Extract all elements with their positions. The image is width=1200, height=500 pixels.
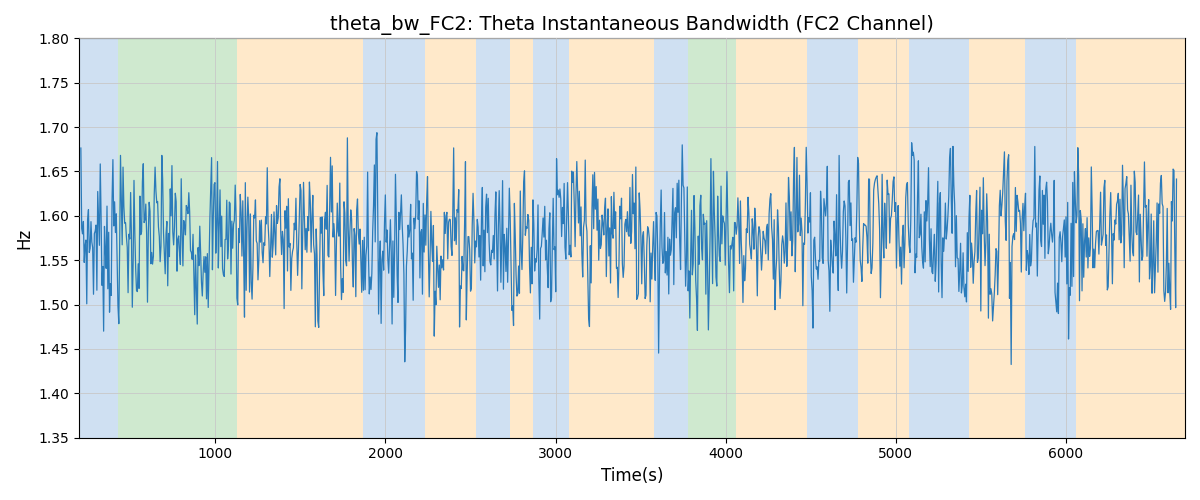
Bar <box>968 38 1025 438</box>
Bar <box>425 38 475 438</box>
Bar <box>689 38 736 438</box>
Bar <box>238 38 364 438</box>
Bar <box>510 38 534 438</box>
Bar <box>1025 38 1076 438</box>
Bar <box>475 38 510 438</box>
Bar <box>910 38 968 438</box>
Bar <box>858 38 910 438</box>
Bar <box>534 38 569 438</box>
X-axis label: Time(s): Time(s) <box>601 467 664 485</box>
Bar <box>569 38 654 438</box>
Bar <box>808 38 858 438</box>
Title: theta_bw_FC2: Theta Instantaneous Bandwidth (FC2 Channel): theta_bw_FC2: Theta Instantaneous Bandwi… <box>330 15 934 35</box>
Bar <box>1076 38 1186 438</box>
Y-axis label: Hz: Hz <box>14 228 32 248</box>
Bar <box>654 38 689 438</box>
Bar <box>364 38 425 438</box>
Bar <box>736 38 808 438</box>
Bar <box>119 38 238 438</box>
Bar <box>79 38 119 438</box>
